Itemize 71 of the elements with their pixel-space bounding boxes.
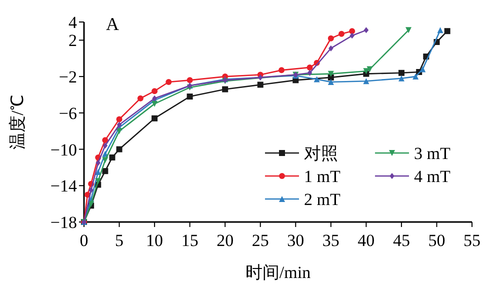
point [137, 95, 144, 102]
point [116, 122, 122, 128]
x-tick-label: 30 [287, 231, 304, 250]
y-tick-label: −14 [50, 176, 78, 196]
point [102, 168, 108, 174]
point [420, 66, 426, 72]
x-tick-label: 40 [358, 231, 375, 250]
point [116, 146, 122, 152]
x-tick-label: 25 [252, 231, 269, 250]
point [102, 157, 108, 164]
point [412, 74, 419, 80]
point [437, 27, 444, 34]
point [314, 76, 320, 82]
point [186, 77, 193, 84]
point [257, 82, 264, 88]
point [338, 30, 344, 37]
point [222, 86, 228, 92]
y-tick-label: −6 [58, 104, 77, 123]
x-tick-label: 55 [464, 231, 480, 250]
y-tick-label: −10 [50, 140, 77, 160]
point [102, 142, 108, 149]
x-tick-label: 50 [428, 231, 446, 250]
point [328, 74, 334, 80]
point [152, 88, 158, 94]
point [444, 28, 450, 34]
point [398, 70, 404, 76]
legend-label: 2 mT [304, 190, 341, 209]
point [88, 187, 94, 194]
legend-label: 对照 [304, 144, 338, 163]
legend-label: 3 mT [414, 144, 451, 163]
point [328, 70, 334, 77]
y-tick-label: −2 [58, 68, 77, 87]
point [328, 45, 334, 52]
point [152, 115, 158, 122]
point [152, 100, 158, 107]
point [278, 67, 285, 74]
legend-label: 1 mT [304, 167, 341, 186]
point [306, 64, 313, 70]
point [328, 79, 334, 85]
y-tick-label: −18 [50, 213, 77, 232]
point [350, 32, 354, 39]
point [307, 70, 312, 76]
annotation: A [106, 14, 119, 34]
point [364, 27, 369, 34]
legend-label: 4 mT [414, 167, 451, 186]
point [96, 160, 101, 166]
point [366, 66, 373, 72]
point [398, 75, 404, 82]
x-tick-label: 10 [146, 231, 164, 250]
x-tick-label: 15 [181, 231, 198, 250]
point [109, 154, 116, 160]
y-tick-label: 4 [68, 13, 78, 32]
point [116, 116, 122, 122]
point [349, 28, 356, 34]
x-tick-label: 35 [322, 231, 340, 250]
y-axis-title: 温度/℃ [8, 94, 27, 150]
x-tick-label: 20 [216, 231, 234, 250]
y-tick-label: 2 [68, 31, 77, 50]
x-tick-label: 5 [115, 231, 124, 250]
point [328, 35, 334, 42]
point [95, 178, 102, 184]
point [102, 150, 108, 157]
x-axis-title: 时间/min [245, 263, 312, 282]
point [186, 94, 193, 100]
x-tick-label: 45 [392, 231, 410, 250]
point [166, 79, 172, 85]
point [116, 128, 122, 134]
point [406, 27, 412, 34]
point [102, 137, 108, 144]
x-tick-label: 0 [80, 231, 88, 250]
point [363, 78, 370, 84]
